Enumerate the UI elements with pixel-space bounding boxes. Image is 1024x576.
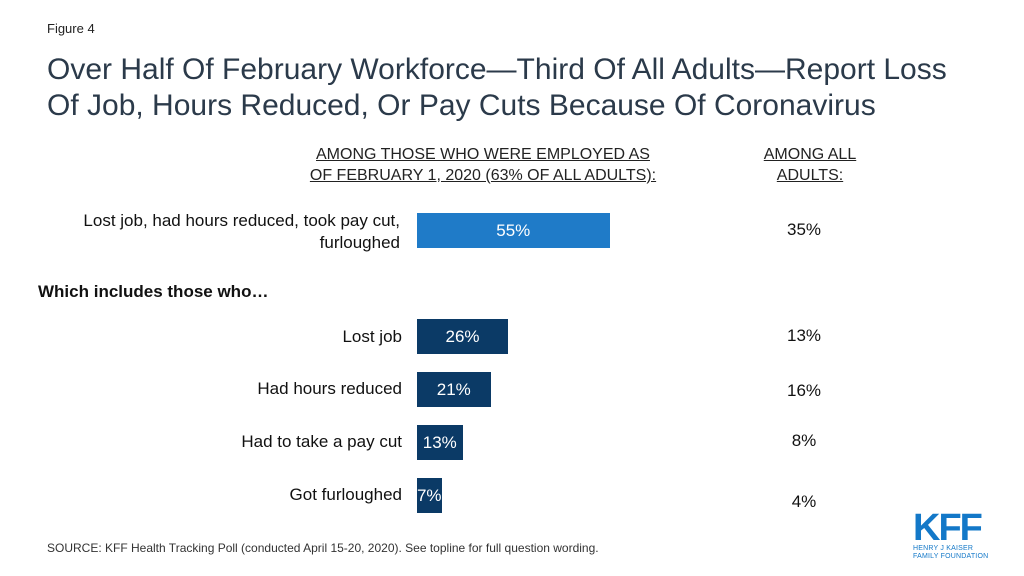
all-adults-value-total: 35% — [786, 220, 822, 239]
all-adults-value-furloughed: 4% — [791, 492, 817, 511]
kff-logo-letters: KFF — [913, 507, 983, 549]
bar-furloughed — [417, 478, 442, 513]
all-adults-value-hours-reduced: 16% — [786, 381, 822, 400]
employed-column-header: AMONG THOSE WHO WERE EMPLOYED AS OF FEBR… — [258, 144, 708, 186]
bar-label-hours-reduced: 21% — [436, 379, 471, 399]
all-adults-header-line-1: AMONG ALL — [763, 146, 857, 163]
category-label-hours-reduced: Had hours reduced — [257, 379, 402, 398]
source-note: SOURCE: KFF Health Tracking Poll (conduc… — [47, 541, 599, 555]
kff-logo-line-1: HENRY J KAISER — [913, 545, 974, 552]
all-adults-header-line-2: ADULTS: — [776, 167, 844, 184]
bar-label-total: 55% — [496, 220, 531, 240]
all-adults-value-pay-cut: 8% — [791, 431, 817, 450]
bar-label-pay-cut: 13% — [422, 432, 457, 452]
all-adults-column-header: AMONG ALL ADULTS: — [730, 144, 890, 186]
employed-header-line-1: AMONG THOSE WHO WERE EMPLOYED AS — [316, 146, 650, 163]
all-adults-value-lost-job: 13% — [786, 326, 822, 345]
bar-pay-cut — [417, 425, 463, 460]
category-label-pay-cut: Had to take a pay cut — [241, 432, 402, 451]
bar-hours-reduced — [417, 372, 491, 407]
category-label-total: Lost job, had hours reduced, took pay cu… — [83, 211, 400, 252]
kff-logo-line-2: FAMILY FOUNDATION — [913, 553, 989, 560]
bar-total — [417, 213, 610, 248]
chart-title: Over Half Of February Workforce—Third Of… — [47, 52, 1017, 124]
category-label-lost-job: Lost job — [342, 327, 402, 346]
kff-logo: KFF HENRY J KAISER FAMILY FOUNDATION — [913, 507, 993, 561]
subheading: Which includes those who… — [38, 282, 269, 301]
chart-title-line-2: Of Job, Hours Reduced, Or Pay Cuts Becau… — [47, 89, 876, 122]
figure-label: Figure 4 — [47, 21, 95, 36]
bar-lost-job — [417, 319, 508, 354]
chart-title-line-1: Over Half Of February Workforce—Third Of… — [47, 53, 947, 86]
bar-label-furloughed: 7% — [416, 485, 442, 505]
bar-label-lost-job: 26% — [445, 326, 480, 346]
category-label-furloughed: Got furloughed — [289, 485, 402, 504]
employed-header-line-2: OF FEBRUARY 1, 2020 (63% OF ALL ADULTS): — [309, 167, 657, 184]
